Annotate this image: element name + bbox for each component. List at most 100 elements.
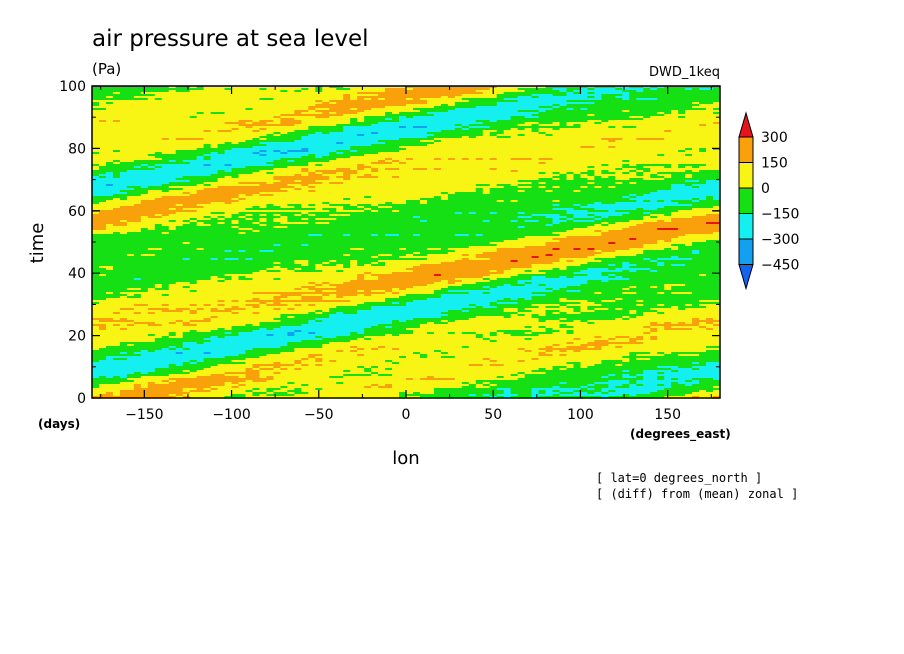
heat-cell: [615, 130, 623, 133]
heat-cell: [622, 90, 630, 93]
heat-cell: [643, 96, 651, 99]
heat-cell: [545, 138, 554, 141]
heat-cell: [699, 134, 707, 137]
heat-cell: [287, 122, 295, 125]
heat-cell: [217, 106, 226, 109]
heat-cell: [545, 136, 554, 139]
heat-cell: [308, 106, 316, 109]
heat-cell: [161, 92, 170, 95]
heat-cell: [357, 118, 365, 121]
heat-cell: [238, 124, 247, 127]
heat-cell: [433, 92, 442, 95]
heat-cell: [433, 140, 442, 143]
heat-cell: [580, 88, 589, 91]
heat-cell: [154, 140, 163, 143]
heat-cell: [699, 108, 707, 111]
heat-cell: [217, 100, 226, 103]
heat-cell: [566, 138, 575, 141]
heat-cell: [608, 124, 616, 127]
heat-cell: [98, 106, 107, 109]
heat-cell: [433, 130, 442, 133]
heat-cell: [322, 138, 330, 141]
heat-cell: [685, 106, 693, 109]
heat-cell: [329, 102, 337, 105]
heat-cell: [643, 140, 651, 143]
heat-cell: [657, 108, 665, 111]
heat-cell: [329, 98, 337, 101]
heat-cell: [713, 94, 720, 97]
heat-cell: [287, 142, 295, 145]
heat-cell: [371, 104, 379, 107]
heat-cell: [259, 136, 268, 139]
heat-cell: [399, 88, 407, 91]
heat-cell: [587, 114, 595, 117]
heat-cell: [601, 112, 609, 115]
heat-cell: [364, 138, 372, 141]
heat-cell: [426, 118, 435, 121]
heat-cell: [371, 86, 379, 89]
heat-cell: [475, 112, 484, 115]
heat-cell: [594, 112, 602, 115]
heat-cell: [378, 110, 386, 113]
heat-cell: [126, 118, 135, 121]
heat-cell: [119, 92, 128, 95]
heat-cell: [315, 110, 323, 113]
heat-cell: [217, 120, 226, 123]
heat-cell: [426, 108, 435, 111]
heat-cell: [175, 102, 184, 105]
heat-cell: [280, 90, 288, 93]
heat-cell: [168, 86, 177, 89]
heat-cell: [371, 116, 379, 119]
heat-cell: [517, 124, 526, 127]
heat-cell: [524, 94, 533, 97]
heat-cell: [378, 138, 386, 141]
heat-cell: [210, 140, 219, 143]
heat-cell: [454, 130, 463, 133]
heat-cell: [433, 86, 442, 89]
heat-cell: [580, 106, 589, 109]
heatmap-field: [92, 86, 720, 398]
heat-cell: [315, 98, 323, 101]
heat-cell: [259, 118, 268, 121]
heat-cell: [594, 118, 602, 121]
heat-cell: [601, 92, 609, 95]
heat-cell: [489, 114, 498, 117]
heat-cell: [189, 110, 198, 113]
heat-cell: [475, 88, 484, 91]
heat-cell: [678, 130, 686, 133]
heat-cell: [580, 140, 589, 143]
heat-cell: [245, 90, 254, 93]
heat-cell: [524, 116, 533, 119]
heat-cell: [643, 92, 651, 95]
heat-cell: [433, 110, 442, 113]
heat-cell: [245, 102, 254, 105]
heat-cell: [475, 96, 484, 99]
heat-cell: [699, 122, 707, 125]
heat-cell: [105, 122, 114, 125]
heat-cell: [475, 106, 484, 109]
heat-cell: [650, 116, 658, 119]
heat-cell: [468, 120, 477, 123]
heat-cell: [636, 104, 644, 107]
heat-cell: [503, 136, 512, 139]
heat-cell: [545, 122, 554, 125]
heat-cell: [252, 120, 261, 123]
heat-cell: [175, 126, 184, 129]
heat-cell: [126, 100, 135, 103]
heat-cell: [252, 140, 261, 143]
heat-cell: [664, 130, 672, 133]
heat-cell: [175, 106, 184, 109]
heat-cell: [510, 120, 519, 123]
heat-cell: [566, 140, 575, 143]
heat-cell: [301, 114, 309, 117]
heat-cell: [664, 128, 672, 131]
run-label: DWD_1keq: [649, 65, 720, 80]
heat-cell: [594, 86, 602, 89]
heat-cell: [706, 108, 714, 111]
heat-cell: [664, 102, 672, 105]
heat-cell: [161, 126, 170, 129]
heat-cell: [552, 114, 561, 117]
heat-cell: [419, 106, 428, 109]
heat-cell: [308, 128, 316, 131]
heat-cell: [301, 108, 309, 111]
